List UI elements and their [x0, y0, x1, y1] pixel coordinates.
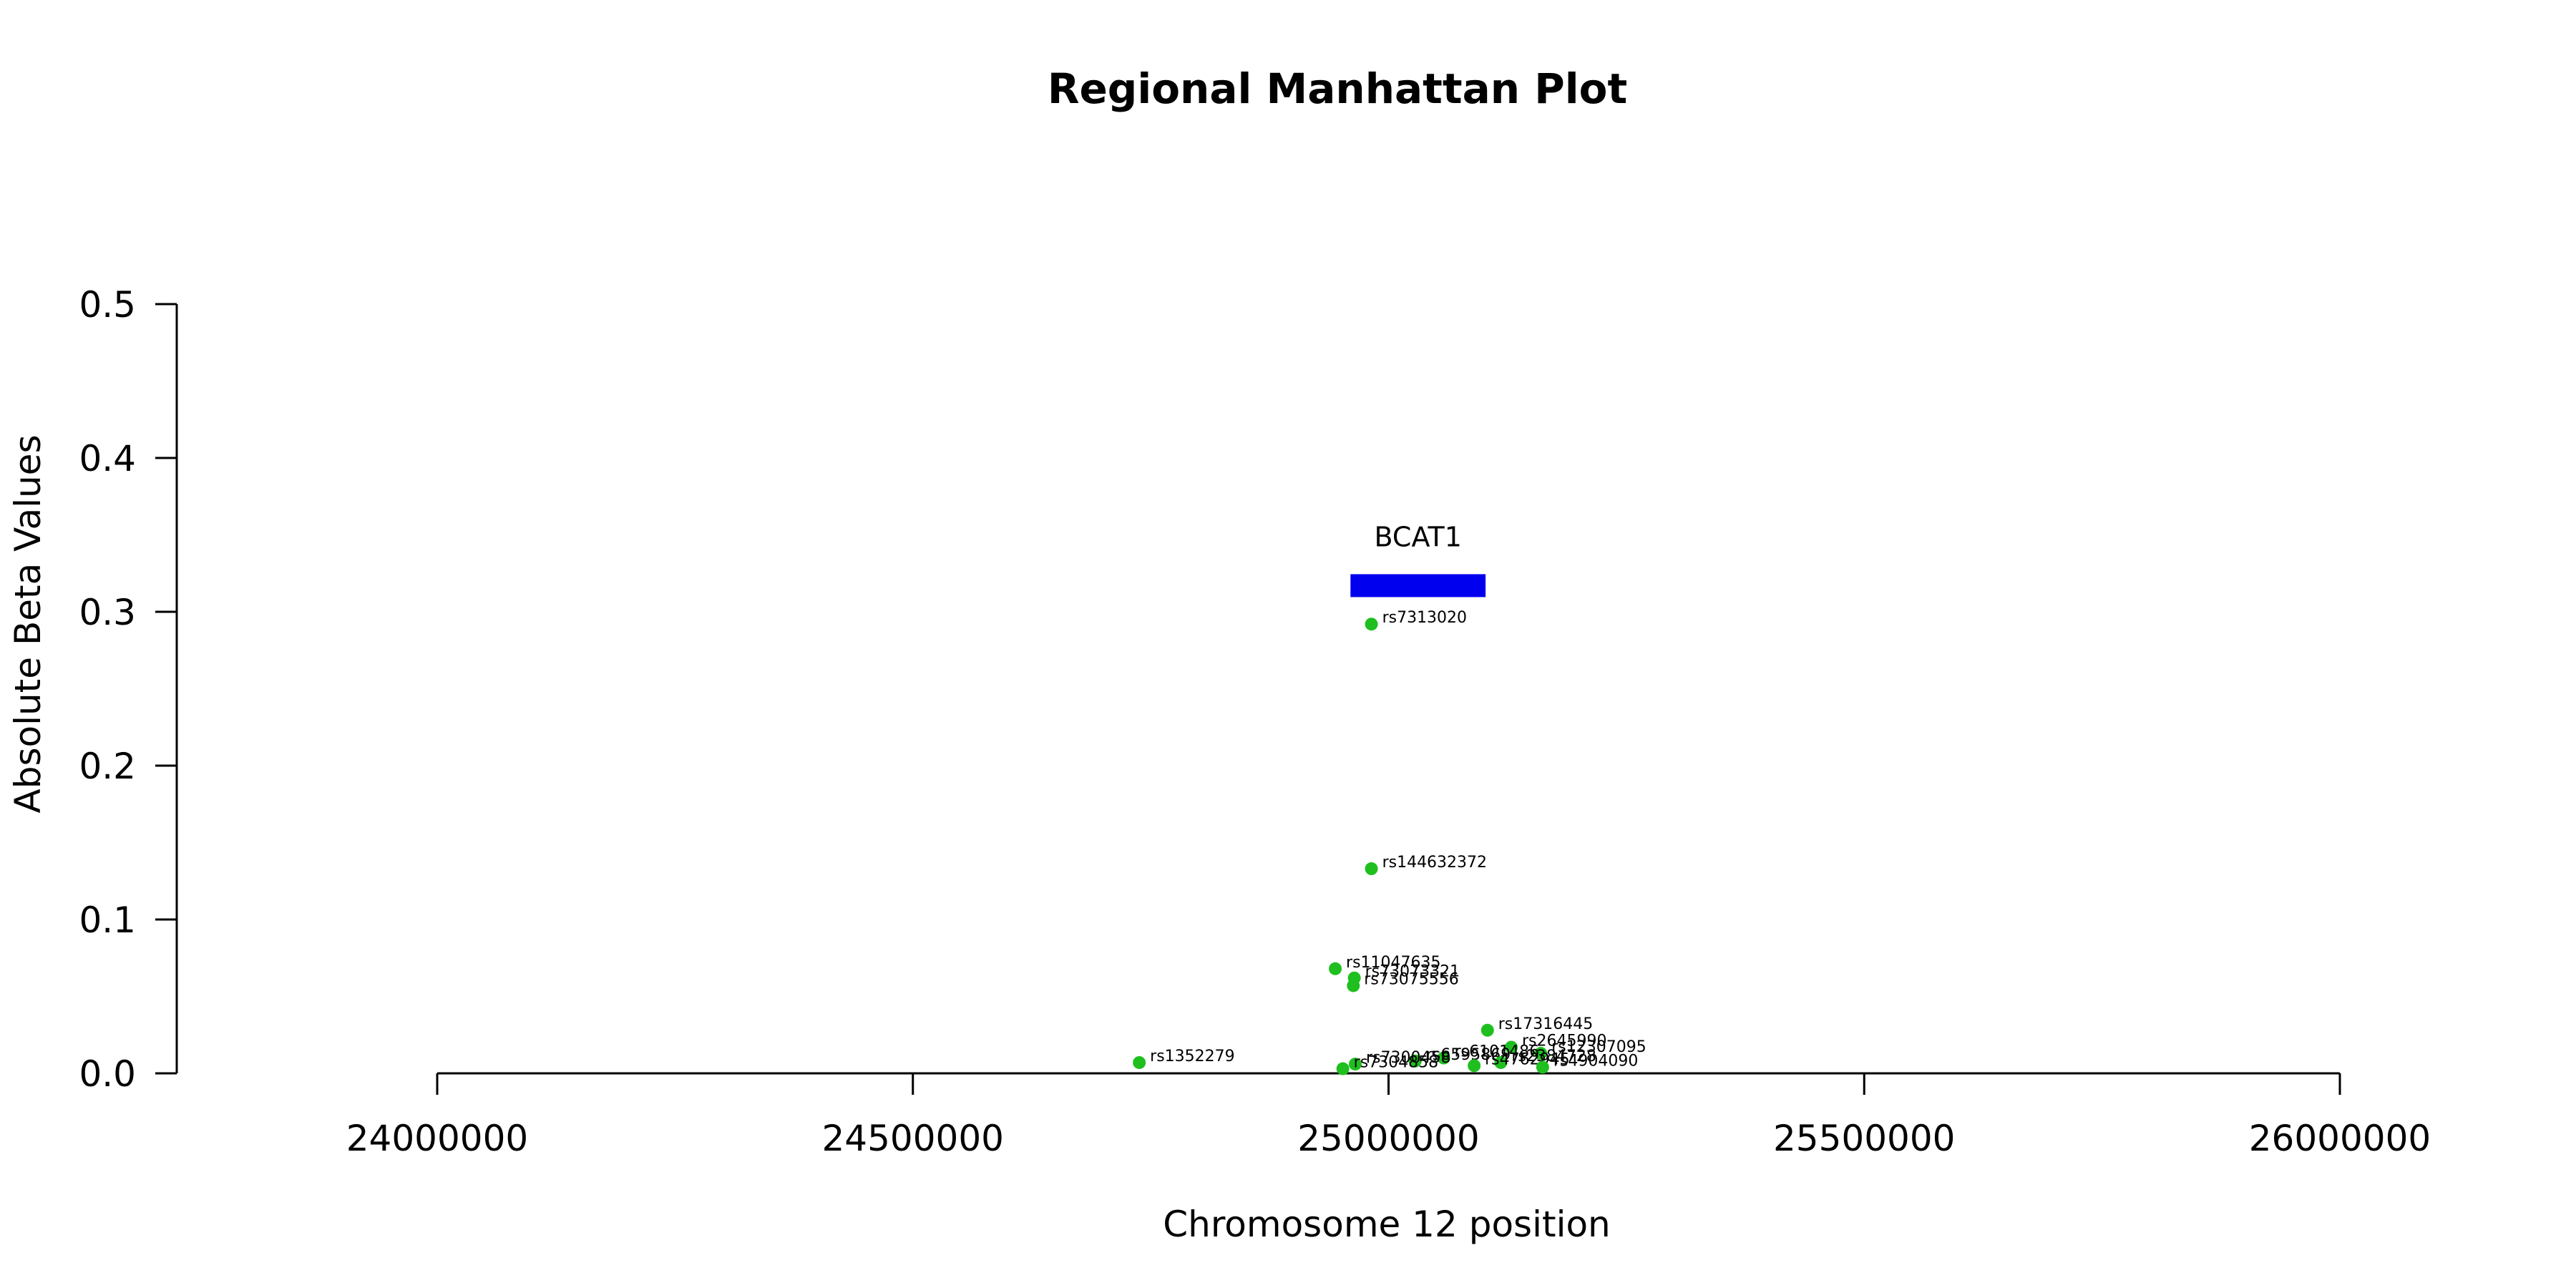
- snp-point: [1336, 1062, 1350, 1075]
- snp-label: rs4904090: [1553, 1052, 1639, 1070]
- y-axis-label: Absolute Beta Values: [7, 435, 49, 814]
- y-axis-ticks: 0.0 0.1 0.2 0.3 0.4 0.5: [79, 284, 177, 1095]
- snp-label: rs2645990: [1522, 1032, 1607, 1050]
- snp-point: [1365, 618, 1378, 631]
- x-axis-ticks: 24000000 24500000 25000000 25500000 26000000: [346, 1073, 2431, 1159]
- snp-point: [1437, 1051, 1450, 1065]
- gene-track: BCAT1: [1350, 521, 1486, 597]
- x-axis-label: Chromosome 12 position: [1163, 1204, 1611, 1245]
- snp-label: rs144632372: [1382, 854, 1487, 872]
- snp-label: rs7300458: [1366, 1049, 1451, 1067]
- snp-label: rs2384728: [1511, 1048, 1596, 1065]
- snp-point: [1505, 1040, 1518, 1054]
- snp-label: rs12307095: [1551, 1038, 1646, 1056]
- y-tick-label: 0.0: [79, 1053, 136, 1095]
- snp-label: rs11047635: [1346, 954, 1440, 972]
- y-tick-label: 0.2: [79, 746, 136, 787]
- snp-point: [1534, 1047, 1548, 1060]
- chart-title: Regional Manhattan Plot: [1048, 64, 1627, 113]
- snp-label: rs7304858: [1354, 1054, 1439, 1072]
- y-tick-label: 0.4: [79, 438, 136, 479]
- snp-label: rs4762945: [1485, 1050, 1570, 1068]
- x-tick-label: 24500000: [822, 1118, 1005, 1159]
- x-tick-label: 25000000: [1297, 1118, 1480, 1159]
- snp-point: [1408, 1054, 1422, 1068]
- snp-point: [1347, 979, 1360, 992]
- snp-point: [1365, 862, 1378, 876]
- snp-label: rs1352279: [1150, 1048, 1235, 1065]
- x-tick-label: 25500000: [1773, 1118, 1956, 1159]
- snp-label: rs73075556: [1364, 970, 1458, 988]
- snp-point: [1536, 1060, 1549, 1074]
- x-tick-label: 24000000: [346, 1118, 529, 1159]
- y-tick-label: 0.5: [79, 284, 136, 326]
- snp-points: rs7313020 rs144632372 rs11047635rs73073321…: [1133, 609, 1646, 1075]
- snp-point: [1133, 1055, 1146, 1069]
- snp-point: [1494, 1055, 1508, 1069]
- y-tick-label: 0.3: [79, 592, 136, 633]
- snp-point: [1468, 1059, 1481, 1073]
- y-tick-label: 0.1: [79, 899, 136, 941]
- x-tick-label: 26000000: [2249, 1118, 2431, 1159]
- gene-bar: [1350, 574, 1486, 597]
- snp-point: [1348, 1058, 1362, 1071]
- snp-label: rs7313020: [1382, 609, 1467, 627]
- snp-point: [1480, 1023, 1494, 1037]
- gene-label: BCAT1: [1375, 521, 1462, 552]
- snp-label: rs73073321: [1365, 963, 1460, 981]
- snp-point: [1329, 962, 1342, 975]
- snp-label: rs17316445: [1498, 1015, 1593, 1033]
